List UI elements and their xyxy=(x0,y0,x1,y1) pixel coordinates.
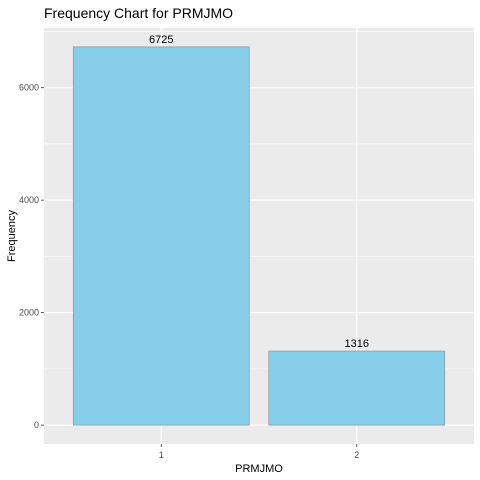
x-axis-title: PRMJMO xyxy=(235,463,283,475)
chart-title: Frequency Chart for PRMJMO xyxy=(44,5,233,21)
y-tick-label: 0 xyxy=(34,420,39,430)
data-label-1: 6725 xyxy=(149,34,173,46)
y-tick-label: 6000 xyxy=(19,83,39,93)
y-axis: 0 2000 4000 6000 xyxy=(19,83,44,430)
y-tick-label: 2000 xyxy=(19,308,39,318)
y-tick-label: 4000 xyxy=(19,195,39,205)
bar-1 xyxy=(72,46,250,426)
x-tick-label: 2 xyxy=(354,450,359,460)
bar-2 xyxy=(268,350,446,426)
data-label-2: 1316 xyxy=(344,338,368,350)
bars xyxy=(72,46,446,426)
x-tick-label: 1 xyxy=(159,450,164,460)
y-axis-title: Frequency xyxy=(6,210,18,262)
data-labels: 6725 1316 xyxy=(149,34,369,350)
